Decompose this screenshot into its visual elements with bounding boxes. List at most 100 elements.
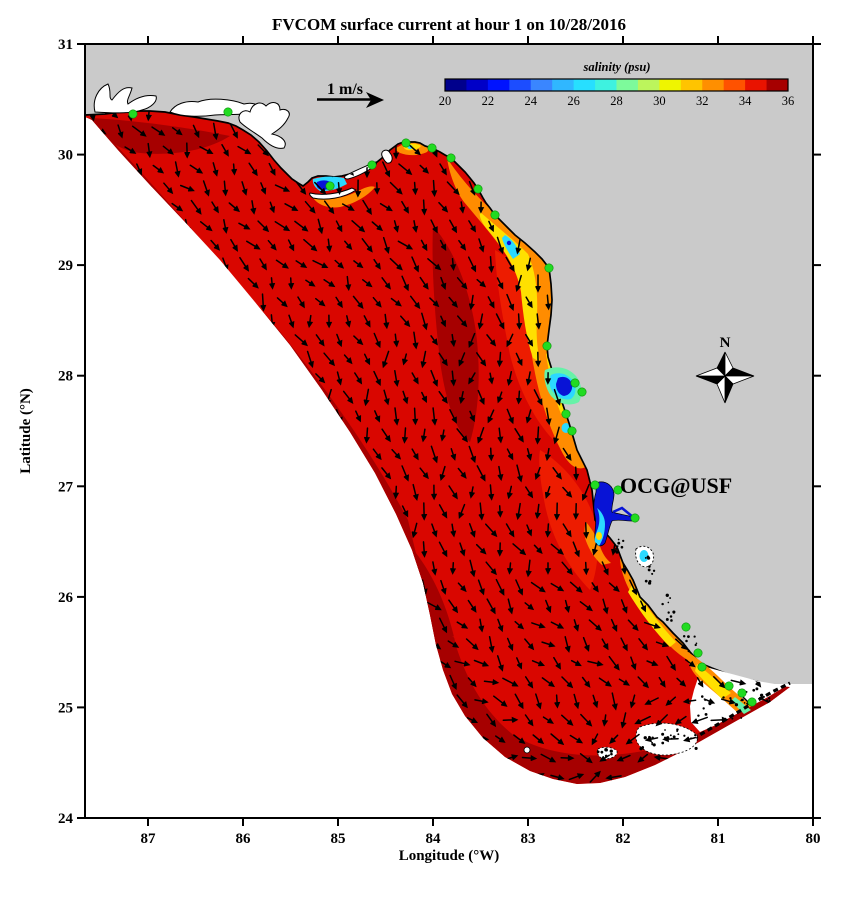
island-speckle: [661, 602, 664, 606]
island-speckle: [617, 541, 621, 545]
island-speckle: [700, 695, 704, 698]
island-speckle: [687, 649, 691, 653]
salinity-bright-tampa-offshore: [539, 450, 598, 590]
island-speckle: [652, 743, 656, 747]
island-speckle: [667, 611, 670, 614]
compass-north-label: N: [720, 335, 731, 351]
y-tick-label: 25: [58, 700, 73, 716]
compass-star-icon: [695, 351, 755, 404]
island-speckle: [644, 579, 648, 583]
pensacola-bay: [93, 83, 157, 114]
salinity-yellow-swcoast: [628, 585, 676, 647]
island-speckle: [616, 545, 619, 547]
land-florida: [85, 44, 813, 684]
figure-title: FVCOM surface current at hour 1 on 10/28…: [272, 15, 626, 34]
island-speckle: [685, 639, 688, 643]
island-speckle: [669, 597, 672, 600]
x-tick-label: 81: [711, 831, 726, 847]
y-tick-label: 31: [58, 37, 73, 53]
island-speckle: [743, 702, 746, 704]
island-speckle: [669, 734, 672, 737]
island-speckle: [648, 565, 651, 568]
salinity-dark-arc-south: [423, 583, 790, 784]
scale-arrow-label: 1 m/s: [327, 81, 363, 98]
island-speckle: [610, 752, 613, 756]
vector-scale-legend: 1 m/s: [317, 81, 384, 108]
x-tick-label: 86: [236, 831, 252, 847]
colorbar-segment: [552, 79, 575, 91]
colorbar-segment: [616, 79, 639, 91]
island-speckle: [731, 717, 734, 720]
x-tick-label: 85: [331, 831, 346, 847]
island-speckle: [641, 747, 644, 750]
island-speckle: [651, 572, 654, 575]
station-dot: [367, 160, 377, 170]
colorbar-segment: [445, 79, 467, 91]
island-speckle: [661, 732, 665, 736]
salinity-bright-south-strip: [452, 636, 762, 691]
island-speckle: [752, 688, 756, 692]
y-tick-label: 28: [58, 369, 73, 385]
station-dot: [223, 107, 233, 117]
station-dot: [446, 153, 456, 163]
salinity-cyan-bigbend: [502, 235, 520, 259]
station-markers: [128, 107, 757, 707]
island-speckle: [667, 601, 670, 604]
island-speckle: [669, 615, 673, 618]
colorbar-tick-label: 30: [653, 94, 666, 108]
station-dot: [542, 341, 552, 351]
axis-tick-labels: 87 86 85 84 83 82 81 80 31 30 29 28 27 26 25 24: [58, 37, 821, 847]
x-tick-label: 83: [521, 831, 536, 847]
station-dot: [577, 387, 587, 397]
station-dot: [590, 480, 600, 490]
station-dot: [567, 426, 577, 436]
island-speckle: [702, 707, 705, 710]
island-speckle: [609, 749, 613, 753]
colorbar-segment: [680, 79, 703, 91]
station-dot: [325, 181, 335, 191]
island-speckle: [652, 569, 656, 572]
island-speckle: [687, 635, 690, 639]
station-dot: [747, 697, 757, 707]
island-speckle: [646, 555, 650, 559]
colorbar-segment: [766, 79, 789, 91]
colorbar-segment: [637, 79, 660, 91]
colorbar-tick-label: 32: [696, 94, 709, 108]
colorbar-segments: [445, 79, 789, 91]
island-speckle: [677, 733, 680, 736]
colorbar-segment: [487, 79, 510, 91]
colorbar-segment: [466, 79, 489, 91]
station-dot: [693, 648, 703, 658]
island-speckle: [665, 618, 669, 621]
colorbar-segment: [509, 79, 532, 91]
colorbar-segment: [595, 79, 617, 91]
island-speckle: [693, 635, 696, 638]
island-speckle: [694, 643, 697, 647]
choctawhatchee-bay: [169, 98, 259, 117]
station-dot: [490, 210, 500, 220]
colorbar-segment: [745, 79, 768, 91]
island-speckle: [682, 635, 686, 638]
colorbar-tick-label: 20: [439, 94, 452, 108]
island-speckle: [647, 581, 652, 585]
colorbar-segment: [659, 79, 682, 91]
island-speckle: [734, 703, 739, 707]
island-speckle: [665, 593, 669, 597]
island-speckle: [683, 734, 686, 737]
island-speckle: [643, 736, 647, 740]
colorbar-tick-label: 28: [610, 94, 623, 108]
island-speckle: [722, 696, 725, 699]
y-tick-label: 27: [58, 479, 74, 495]
scale-arrow-head-icon: [366, 92, 384, 108]
x-tick-label: 87: [141, 831, 157, 847]
station-dot: [570, 378, 580, 388]
island-speckle: [600, 750, 604, 754]
y-tick-label: 24: [58, 811, 74, 827]
station-dot: [473, 184, 483, 194]
station-dot: [427, 143, 437, 153]
station-dot: [737, 688, 747, 698]
charlotte-cyan: [639, 550, 649, 562]
station-dot: [401, 138, 411, 148]
island-speckle: [695, 642, 698, 645]
island-speckle: [694, 746, 698, 750]
